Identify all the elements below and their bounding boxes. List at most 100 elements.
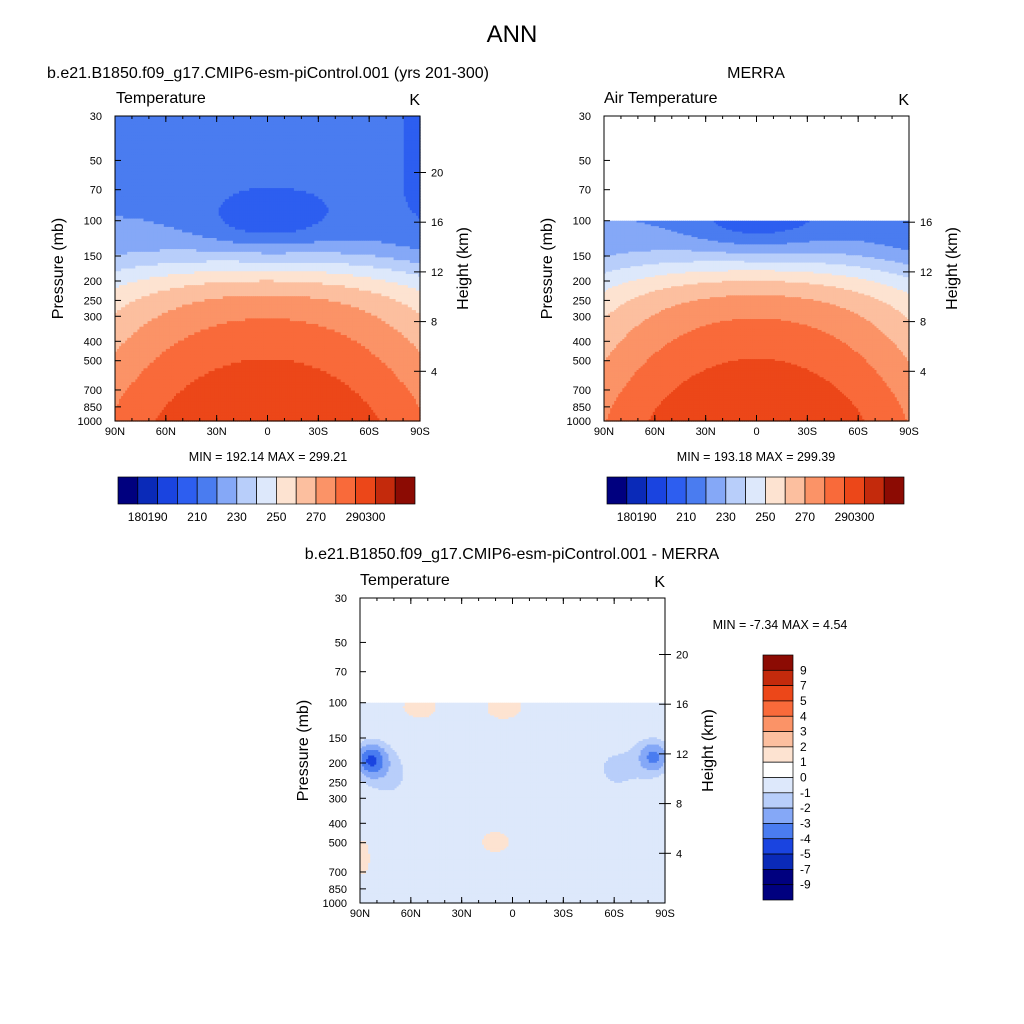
contour-cell <box>407 124 411 128</box>
contour-cell <box>308 116 311 120</box>
contour-cell <box>361 132 364 137</box>
contour-cell <box>265 124 269 128</box>
contour-cell <box>241 121 244 125</box>
contour-cell <box>289 121 293 125</box>
contour-cell <box>273 129 277 134</box>
contour-cell <box>354 124 358 128</box>
contour-cell <box>141 118 145 123</box>
contour-cell <box>346 124 350 128</box>
contour-cell <box>216 127 220 131</box>
contour-cell <box>204 124 208 128</box>
contour-cell <box>159 116 163 120</box>
contour-cell <box>257 124 260 128</box>
contour-cell <box>237 118 240 123</box>
contour-cell <box>157 129 161 134</box>
contour-cell <box>363 116 366 120</box>
contour-cell <box>121 118 124 123</box>
contour-cell <box>383 132 387 137</box>
contour-cell <box>245 132 248 137</box>
contour-cell <box>247 127 250 131</box>
contour-cell <box>295 124 299 128</box>
contour-cell <box>204 116 208 120</box>
contour-cell <box>352 127 356 131</box>
contour-cell <box>228 118 232 123</box>
contour-cell <box>153 129 157 134</box>
contour-cell <box>385 127 389 131</box>
contour-cell <box>180 121 183 125</box>
contour-cell <box>359 118 362 123</box>
contour-cell <box>232 124 236 128</box>
contour-cell <box>277 116 281 120</box>
contour-cell <box>267 118 271 123</box>
contour-cell <box>178 121 181 125</box>
contour-cell <box>306 116 309 120</box>
contour-cell <box>259 121 262 125</box>
contour-cell <box>200 132 204 137</box>
contour-cell <box>188 127 191 131</box>
contour-cell <box>241 127 244 131</box>
contour-cell <box>417 124 421 128</box>
contour-cell <box>188 124 191 128</box>
contour-cell <box>143 118 147 123</box>
contour-cell <box>344 116 348 120</box>
contour-cell <box>243 124 246 128</box>
contour-cell <box>312 124 315 128</box>
contour-cell <box>407 127 411 131</box>
contour-cell <box>129 116 132 120</box>
panel-1: b.e21.B1850.f09_g17.CMIP6-esm-piControl.… <box>47 65 489 524</box>
contour-cell <box>373 132 376 137</box>
contour-cell <box>328 129 332 134</box>
contour-cell <box>326 124 330 128</box>
contour-cell <box>125 116 128 120</box>
contour-cell <box>306 124 309 128</box>
contour-cell <box>159 118 163 123</box>
contour-cell <box>125 124 128 128</box>
contour-cell <box>234 129 238 134</box>
contour-cell <box>155 129 159 134</box>
contour-cell <box>322 127 326 131</box>
contour-cell <box>300 121 303 125</box>
contour-cell <box>220 127 224 131</box>
contour-cell <box>218 121 222 125</box>
contour-cell <box>415 121 419 125</box>
contour-cell <box>312 132 315 137</box>
contour-cell <box>350 121 354 125</box>
contour-cell <box>279 132 283 137</box>
contour-cell <box>346 116 350 120</box>
contour-cell <box>208 132 212 137</box>
contour-cell <box>151 132 155 137</box>
contour-cell <box>304 124 307 128</box>
contour-cell <box>350 132 354 137</box>
contour-cell <box>267 121 271 125</box>
contour-cell <box>206 127 210 131</box>
contour-cell <box>184 129 187 134</box>
contour-cell <box>277 124 281 128</box>
contour-cell <box>289 124 293 128</box>
contour-cell <box>151 127 155 131</box>
contour-cell <box>328 132 332 137</box>
contour-cell <box>283 121 287 125</box>
contour-cell <box>186 129 189 134</box>
contour-cell <box>265 116 269 120</box>
contour-cell <box>340 116 344 120</box>
contour-cell <box>230 127 234 131</box>
contour-cell <box>267 124 271 128</box>
contour-cell <box>194 121 197 125</box>
contour-cell <box>352 118 356 123</box>
contour-cell <box>289 129 293 134</box>
contour-cell <box>287 127 291 131</box>
contour-cell <box>373 127 376 131</box>
contour-cell <box>275 127 279 131</box>
contour-cell <box>403 118 407 123</box>
contour-cell <box>338 129 342 134</box>
contour-cell <box>161 132 165 137</box>
contour-cell <box>371 124 374 128</box>
contour-cell <box>202 127 206 131</box>
contour-cell <box>194 124 197 128</box>
contour-cell <box>234 124 238 128</box>
contour-cell <box>324 118 328 123</box>
contour-cell <box>149 118 153 123</box>
contour-cell <box>173 121 177 125</box>
contour-cell <box>249 132 252 137</box>
